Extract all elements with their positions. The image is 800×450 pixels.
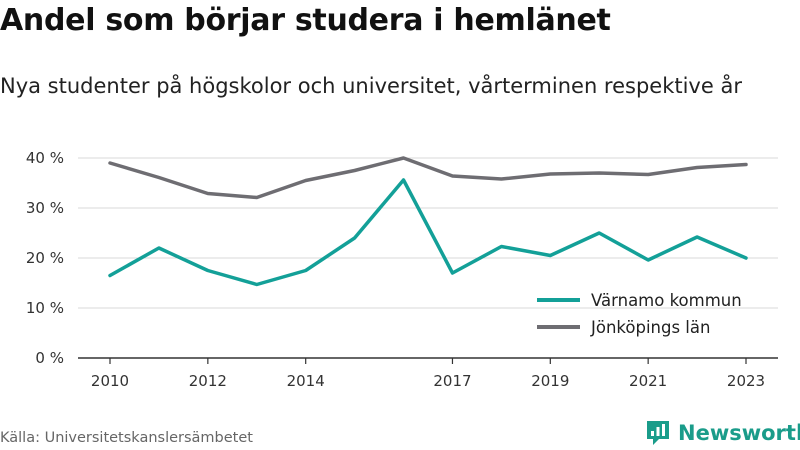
axes xyxy=(78,357,778,364)
chart-subtitle: Nya studenter på högskolor och universit… xyxy=(0,74,742,98)
brand-logo: Newsworthy xyxy=(645,418,800,448)
series-line-1 xyxy=(108,156,748,200)
brand-name: Newsworthy xyxy=(678,421,800,445)
y-tick-label: 20 % xyxy=(26,249,64,267)
x-axis-tick-labels: 2010 2012 2014 2017 2019 2021 2023 xyxy=(91,372,765,390)
source-note: Källa: Universitetskanslersämbetet xyxy=(0,430,253,446)
y-tick-label: 10 % xyxy=(26,299,64,317)
y-axis-tick-labels: 0 % 10 % 20 % 30 % 40 % xyxy=(26,149,64,367)
chart-title: Andel som börjar studera i hemlänet xyxy=(0,3,611,38)
legend-label: Jönköpings län xyxy=(590,318,710,337)
grid-lines xyxy=(78,157,778,309)
legend: Värnamo kommun Jönköpings län xyxy=(537,291,742,337)
x-tick-label: 2012 xyxy=(189,372,227,390)
y-tick-label: 30 % xyxy=(26,199,64,217)
newsworthy-logo-icon xyxy=(647,421,669,445)
x-tick-label: 2014 xyxy=(287,372,325,390)
x-tick-label: 2021 xyxy=(629,372,667,390)
line-chart: 0 % 10 % 20 % 30 % 40 % 2010 2012 2014 2017 2019… xyxy=(26,149,778,390)
x-tick-label: 2010 xyxy=(91,372,129,390)
legend-label: Värnamo kommun xyxy=(591,291,742,310)
x-tick-label: 2019 xyxy=(531,372,569,390)
series-lines xyxy=(108,156,748,287)
series-line-0 xyxy=(108,178,748,287)
x-tick-label: 2017 xyxy=(433,372,471,390)
x-tick-label: 2023 xyxy=(727,372,765,390)
y-tick-label: 0 % xyxy=(35,349,64,367)
y-tick-label: 40 % xyxy=(26,149,64,167)
